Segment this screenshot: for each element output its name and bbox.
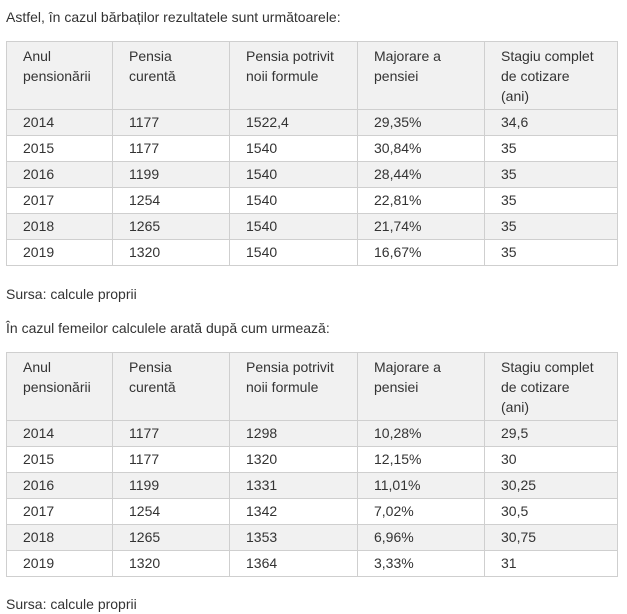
- header-new-formula-pension: Pensia potrivit noii formule: [229, 352, 358, 421]
- cell-year: 2015: [6, 135, 113, 162]
- table-row: 2019 1320 1540 16,67% 35: [6, 239, 618, 266]
- cell-current-pension: 1265: [112, 524, 230, 551]
- header-year: Anul pensionării: [6, 352, 113, 421]
- cell-pension-increase: 22,81%: [357, 187, 485, 214]
- cell-contribution-stage: 35: [484, 161, 618, 188]
- header-pension-increase: Majorare a pensiei: [357, 352, 485, 421]
- women-intro-text: În cazul femeilor calculele arată după c…: [6, 320, 330, 336]
- cell-pension-increase: 30,84%: [357, 135, 485, 162]
- cell-current-pension: 1177: [112, 420, 230, 447]
- cell-new-formula-pension: 1364: [229, 550, 358, 577]
- cell-new-formula-pension: 1298: [229, 420, 358, 447]
- cell-pension-increase: 6,96%: [357, 524, 485, 551]
- cell-pension-increase: 12,15%: [357, 446, 485, 473]
- header-year: Anul pensionării: [6, 41, 113, 110]
- table-row: 2017 1254 1540 22,81% 35: [6, 187, 618, 214]
- cell-new-formula-pension: 1353: [229, 524, 358, 551]
- cell-year: 2014: [6, 109, 113, 136]
- cell-pension-increase: 16,67%: [357, 239, 485, 266]
- men-source-note: Sursa: calcule proprii: [6, 286, 137, 302]
- cell-current-pension: 1254: [112, 498, 230, 525]
- cell-current-pension: 1177: [112, 446, 230, 473]
- women-pension-table: Anul pensionării Pensia curentă Pensia pot…: [6, 352, 618, 577]
- cell-contribution-stage: 30,5: [484, 498, 618, 525]
- men-intro-text: Astfel, în cazul bărbaților rezultatele …: [6, 9, 341, 25]
- header-current-pension: Pensia curentă: [112, 41, 230, 110]
- cell-current-pension: 1199: [112, 472, 230, 499]
- cell-new-formula-pension: 1522,4: [229, 109, 358, 136]
- table-header-row: Anul pensionării Pensia curentă Pensia pot…: [6, 352, 618, 421]
- cell-contribution-stage: 30,75: [484, 524, 618, 551]
- cell-pension-increase: 28,44%: [357, 161, 485, 188]
- table-row: 2015 1177 1320 12,15% 30: [6, 446, 618, 473]
- table-row: 2016 1199 1540 28,44% 35: [6, 161, 618, 188]
- cell-contribution-stage: 31: [484, 550, 618, 577]
- table-row: 2016 1199 1331 11,01% 30,25: [6, 472, 618, 499]
- cell-current-pension: 1265: [112, 213, 230, 240]
- table-row: 2018 1265 1353 6,96% 30,75: [6, 524, 618, 551]
- table-row: 2015 1177 1540 30,84% 35: [6, 135, 618, 162]
- cell-contribution-stage: 29,5: [484, 420, 618, 447]
- cell-year: 2018: [6, 213, 113, 240]
- table-row: 2014 1177 1298 10,28% 29,5: [6, 420, 618, 447]
- cell-new-formula-pension: 1540: [229, 135, 358, 162]
- cell-current-pension: 1254: [112, 187, 230, 214]
- cell-year: 2018: [6, 524, 113, 551]
- cell-pension-increase: 21,74%: [357, 213, 485, 240]
- cell-contribution-stage: 35: [484, 187, 618, 214]
- cell-year: 2015: [6, 446, 113, 473]
- cell-new-formula-pension: 1540: [229, 161, 358, 188]
- cell-new-formula-pension: 1320: [229, 446, 358, 473]
- cell-new-formula-pension: 1540: [229, 213, 358, 240]
- cell-year: 2016: [6, 472, 113, 499]
- cell-pension-increase: 7,02%: [357, 498, 485, 525]
- cell-year: 2017: [6, 498, 113, 525]
- cell-current-pension: 1199: [112, 161, 230, 188]
- table-row: 2019 1320 1364 3,33% 31: [6, 550, 618, 577]
- cell-contribution-stage: 35: [484, 213, 618, 240]
- cell-year: 2017: [6, 187, 113, 214]
- cell-pension-increase: 10,28%: [357, 420, 485, 447]
- header-new-formula-pension: Pensia potrivit noii formule: [229, 41, 358, 110]
- cell-new-formula-pension: 1540: [229, 239, 358, 266]
- cell-contribution-stage: 30,25: [484, 472, 618, 499]
- cell-contribution-stage: 30: [484, 446, 618, 473]
- cell-contribution-stage: 34,6: [484, 109, 618, 136]
- cell-current-pension: 1320: [112, 550, 230, 577]
- cell-year: 2016: [6, 161, 113, 188]
- header-contribution-stage: Stagiu complet de cotizare (ani): [484, 352, 618, 421]
- cell-contribution-stage: 35: [484, 239, 618, 266]
- header-pension-increase: Majorare a pensiei: [357, 41, 485, 110]
- header-contribution-stage: Stagiu complet de cotizare (ani): [484, 41, 618, 110]
- cell-new-formula-pension: 1540: [229, 187, 358, 214]
- table-header-row: Anul pensionării Pensia curentă Pensia pot…: [6, 41, 618, 110]
- table-row: 2017 1254 1342 7,02% 30,5: [6, 498, 618, 525]
- cell-current-pension: 1320: [112, 239, 230, 266]
- cell-year: 2019: [6, 239, 113, 266]
- cell-year: 2019: [6, 550, 113, 577]
- cell-contribution-stage: 35: [484, 135, 618, 162]
- table-row: 2018 1265 1540 21,74% 35: [6, 213, 618, 240]
- header-current-pension: Pensia curentă: [112, 352, 230, 421]
- women-source-note: Sursa: calcule proprii: [6, 596, 137, 612]
- cell-pension-increase: 11,01%: [357, 472, 485, 499]
- cell-year: 2014: [6, 420, 113, 447]
- men-pension-table: Anul pensionării Pensia curentă Pensia pot…: [6, 41, 618, 266]
- cell-current-pension: 1177: [112, 135, 230, 162]
- cell-new-formula-pension: 1331: [229, 472, 358, 499]
- cell-pension-increase: 29,35%: [357, 109, 485, 136]
- table-row: 2014 1177 1522,4 29,35% 34,6: [6, 109, 618, 136]
- cell-current-pension: 1177: [112, 109, 230, 136]
- cell-pension-increase: 3,33%: [357, 550, 485, 577]
- cell-new-formula-pension: 1342: [229, 498, 358, 525]
